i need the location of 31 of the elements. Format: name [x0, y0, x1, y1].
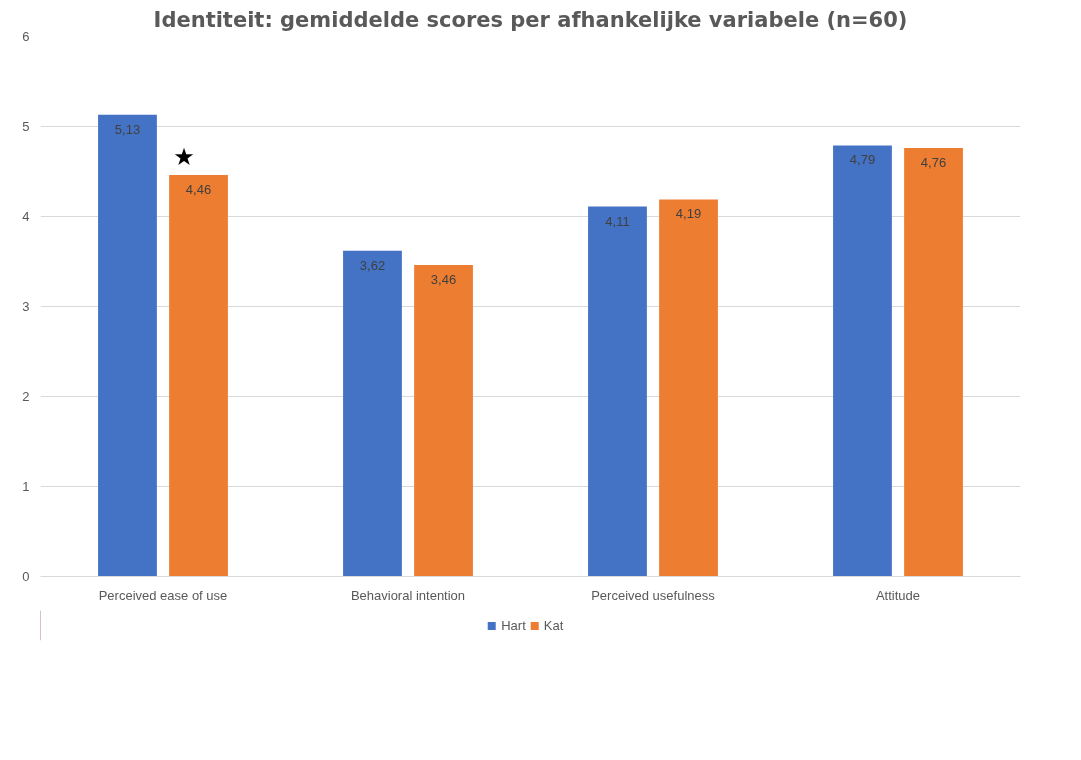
data-label: 4,76: [920, 155, 947, 171]
x-tick-label: Perceived usefulness: [591, 587, 716, 603]
bar: [904, 148, 963, 577]
legend-label: Hart: [501, 617, 526, 633]
data-label: 4,79: [849, 152, 876, 168]
data-label: 4,46: [185, 182, 212, 198]
x-tick-label: Attitude: [875, 587, 921, 603]
chart-title: Identiteit: gemiddelde scores per afhankelijke variabele (n=60): [153, 7, 908, 32]
bar: [414, 265, 473, 577]
bar: [588, 206, 647, 577]
legend-label: Kat: [543, 617, 564, 633]
annotation: ★: [173, 143, 195, 172]
data-label: 3,62: [359, 257, 386, 273]
y-tick-label: 2: [22, 389, 30, 404]
y-tick-label: 5: [22, 119, 30, 134]
y-tick-label: 6: [22, 29, 30, 44]
data-label: 3,46: [430, 272, 457, 288]
y-tick-label: 4: [22, 209, 30, 224]
data-label: 4,11: [605, 213, 630, 229]
y-tick-label: 1: [22, 479, 30, 494]
bar: [169, 175, 228, 577]
x-tick-label: Behavioral intention: [350, 587, 466, 603]
data-label: 5,13: [114, 121, 141, 137]
y-tick-label: 0: [22, 569, 30, 584]
y-tick-label: 3: [22, 299, 30, 314]
x-tick-label: Perceived ease of use: [98, 587, 228, 603]
bar: [343, 250, 402, 577]
data-label: 4,19: [675, 206, 702, 222]
bar: [659, 199, 718, 577]
bar: [98, 114, 157, 577]
bar: [833, 145, 892, 577]
